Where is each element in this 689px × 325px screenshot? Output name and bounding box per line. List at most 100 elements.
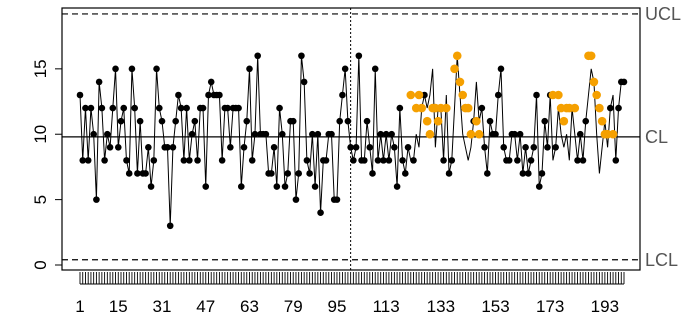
highlighted-point [414,90,424,100]
data-point [492,130,499,138]
data-point [142,170,149,177]
data-point [494,91,502,99]
data-point [486,117,494,125]
data-point [114,144,122,151]
data-point [328,130,335,138]
data-point [317,209,324,216]
data-point [612,157,620,164]
data-point [191,117,199,125]
data-point [366,144,374,151]
lcl-label: LCL [645,250,678,270]
data-point [371,65,379,73]
data-point [344,117,352,125]
highlighted-point [597,116,607,126]
y-tick-label: 0 [31,260,50,269]
data-point [396,104,404,112]
plot-frame [61,7,641,271]
data-point [333,196,341,203]
data-point [399,157,406,164]
data-point [87,104,95,112]
data-point [377,130,385,138]
data-point [158,117,166,125]
highlighted-point [586,51,596,61]
data-point [109,104,117,112]
highlighted-point [466,129,476,139]
data-point [380,157,387,164]
data-point [303,157,311,164]
x-tick-label: 153 [481,297,509,316]
data-point [246,65,253,73]
ucl-label: UCL [645,4,681,24]
data-point [172,117,179,125]
highlighted-point [406,90,416,100]
highlighted-point [474,129,484,139]
data-point [284,170,292,177]
data-point [237,183,245,190]
data-point [541,117,549,125]
data-point [199,104,207,112]
highlighted-point [425,129,435,139]
highlighted-point [417,103,427,113]
data-point [169,144,177,151]
data-point [607,104,614,112]
data-point [243,117,251,125]
data-point [336,117,343,125]
highlighted-point [455,77,465,87]
data-point [84,157,92,164]
data-point [341,65,349,73]
data-point [538,170,546,177]
x-tick-label: 47 [196,297,215,316]
data-point [123,157,130,164]
data-point [224,104,231,112]
data-point [104,130,111,138]
data-point [150,157,158,164]
data-point [530,144,538,151]
x-tick-label: 79 [284,297,303,316]
data-point [295,170,302,177]
data-series [76,51,628,230]
data-point [519,170,527,177]
data-point [448,157,456,164]
data-point [484,170,491,177]
data-point [445,170,453,177]
data-point [478,104,486,112]
x-tick-label: 31 [153,297,172,316]
data-point [147,183,155,190]
control-limit-lines [62,8,640,270]
highlighted-point [463,103,473,113]
series-line [79,55,624,226]
y-tick-label: 15 [31,59,50,78]
data-point [128,65,136,73]
x-tick-label: 113 [373,297,400,316]
data-point [101,157,108,164]
data-point [582,117,590,125]
data-point [93,196,100,203]
highlighted-point [554,90,563,100]
data-point [369,170,376,177]
data-point [311,183,319,190]
data-point [350,157,357,164]
highlighted-point [422,116,432,126]
data-point [202,183,210,190]
data-point [440,157,447,164]
data-point [497,65,505,73]
data-point [90,130,97,138]
data-point [79,157,87,164]
data-point [164,144,171,151]
data-point [576,130,584,138]
data-point [251,130,259,138]
data-point [574,157,581,164]
highlighted-point [433,116,443,126]
data-point [292,196,300,203]
highlighted-point [472,116,481,126]
data-point [289,117,297,125]
data-point [216,91,223,99]
highlighted-point [592,90,601,100]
y-tick-label: 10 [31,125,50,144]
data-point [278,130,286,138]
data-point [240,144,248,151]
data-point [620,78,628,86]
data-point [76,91,84,99]
data-point [120,104,128,112]
